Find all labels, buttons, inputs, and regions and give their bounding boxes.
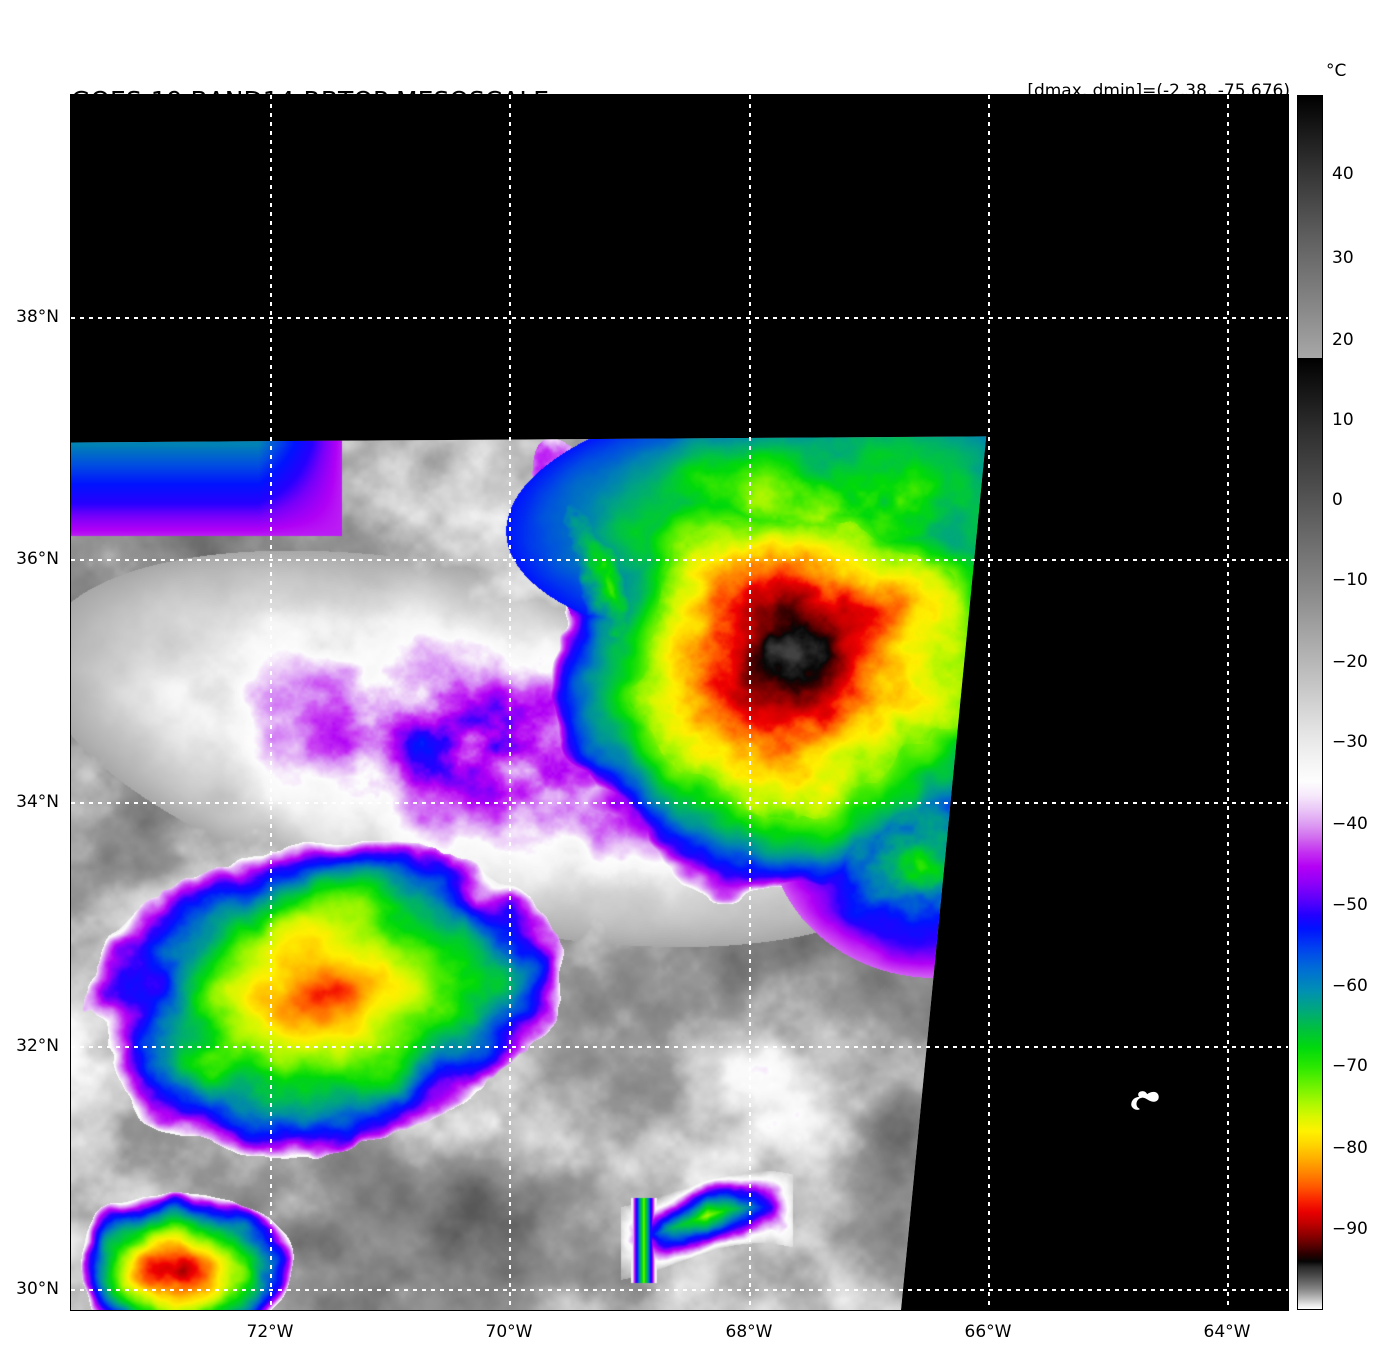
colorbar-tick-0: 0 [1332,490,1343,510]
colorbar-tick-neg50: −50 [1332,895,1368,915]
y-axis-tick-38n: 38°N [16,307,59,327]
colorbar-upper-segment [1298,96,1322,358]
colorbar-tick-neg20: −20 [1332,652,1368,672]
x-axis-tick-70w: 70°W [485,1322,533,1342]
x-axis-tick-68w: 68°W [725,1322,773,1342]
gridline-lon-66w [988,95,990,1310]
colorbar-units-label: °C [1326,61,1347,81]
x-axis-tick-66w: 66°W [964,1322,1012,1342]
colorbar-tick-neg30: −30 [1332,732,1368,752]
colorbar-tick-neg10: −10 [1332,570,1368,590]
y-axis-tick-32n: 32°N [16,1036,59,1056]
gridline-lon-64w [1227,95,1229,1310]
colorbar-tick-30: 30 [1332,248,1354,268]
x-axis-tick-64w: 64°W [1203,1322,1251,1342]
temperature-colorbar[interactable] [1297,95,1323,1310]
colorbar-tick-neg70: −70 [1332,1056,1368,1076]
colorbar-tick-40: 40 [1332,164,1354,184]
colorbar-tick-neg90: −90 [1332,1219,1368,1239]
satellite-image-plot[interactable]: Copyright © 2020-2025 Dapiya [71,95,1288,1310]
colorbar-tick-neg80: −80 [1332,1138,1368,1158]
colorbar-tick-10: 10 [1332,410,1354,430]
colorbar-lower-segment [1298,358,1322,1309]
y-axis-tick-36n: 36°N [16,549,59,569]
x-axis-tick-72w: 72°W [246,1322,294,1342]
satellite-data-swath [71,436,987,1310]
satellite-imagery-canvas [71,436,987,1310]
colorbar-tick-neg60: −60 [1332,976,1368,996]
y-axis-tick-34n: 34°N [16,792,59,812]
gridline-lat-38n [71,317,1288,319]
y-axis-tick-30n: 30°N [16,1279,59,1299]
colorbar-tick-neg40: −40 [1332,814,1368,834]
colorbar-tick-20: 20 [1332,330,1354,350]
storm-center-symbol [1131,1091,1159,1110]
